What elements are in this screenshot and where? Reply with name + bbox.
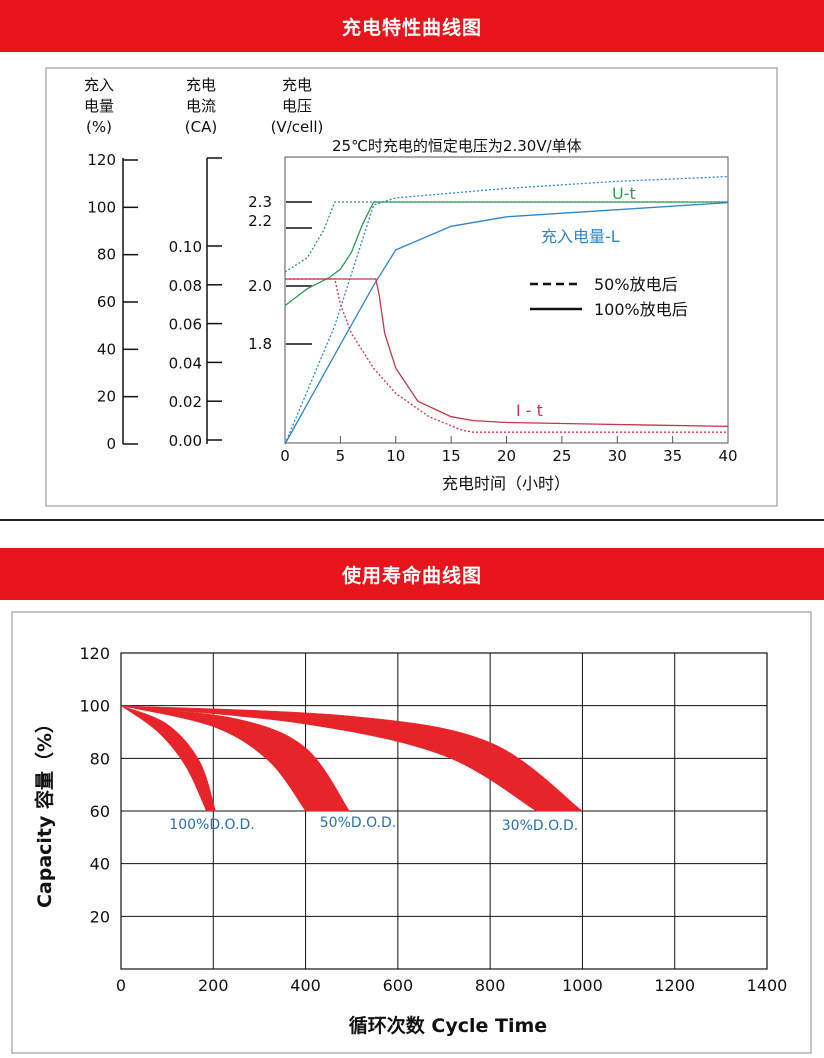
- band-label: 50%D.O.D.: [320, 815, 396, 831]
- y-axis-tick-label: 40: [90, 855, 110, 874]
- current-axis-tick-label: 0.06: [169, 316, 202, 334]
- axis1-label-line: 充入: [84, 76, 114, 94]
- capacity-axis-tick-label: 20: [97, 388, 116, 406]
- voltage-axis-tick-label: 2.2: [248, 212, 272, 230]
- x-axis-title: 充电时间（小时）: [442, 474, 570, 493]
- band-2: [120, 705, 350, 812]
- capacity-axis-tick-label: 40: [97, 340, 116, 358]
- band-label: 100%D.O.D.: [169, 817, 254, 833]
- x-axis-tick-label: 600: [383, 976, 414, 995]
- section1-bottom-rule: [0, 519, 824, 521]
- capacity-axis-tick-label: 80: [97, 246, 116, 264]
- current-axis-tick-label: 0.10: [169, 238, 202, 256]
- axis2-label-line: (CA): [185, 118, 217, 136]
- y-axis-tick-label: 100: [79, 697, 110, 716]
- x-axis-tick-label: 200: [198, 976, 229, 995]
- voltage-axis-tick-label: 2.3: [248, 193, 272, 211]
- x-axis-title: 循环次数 Cycle Time: [349, 1014, 547, 1037]
- series-label-voltage: U-t: [612, 184, 636, 203]
- x-axis-tick-label: 15: [442, 447, 461, 465]
- series-voltage-solid-line: [284, 201, 728, 307]
- voltage-axis-tick-label: 1.8: [248, 335, 272, 353]
- x-axis-tick-label: 35: [663, 447, 682, 465]
- axis3-label-line: (V/cell): [271, 118, 324, 136]
- x-axis-tick-label: 5: [336, 447, 346, 465]
- capacity-axis-tick-label: 0: [106, 435, 116, 453]
- band-label: 30%D.O.D.: [502, 818, 578, 834]
- x-axis-tick-label: 10: [386, 447, 405, 465]
- y-axis-tick-label: 60: [90, 802, 110, 821]
- voltage-axis-tick-label: 2.0: [248, 277, 272, 295]
- x-axis-tick-label: 40: [718, 447, 737, 465]
- legend-label: 50%放电后: [594, 275, 678, 294]
- cycle-life-chart: 0 200 400 600 800 1000 1200 1400 120 100 80 60 40 20 1…: [11, 611, 812, 1054]
- section1-banner: 充电特性曲线图: [0, 0, 824, 52]
- capacity-axis-tick-label: 120: [87, 151, 116, 169]
- series-label-current: I - t: [516, 401, 543, 420]
- x-axis-tick-label: 0: [116, 976, 126, 995]
- current-axis-tick-label: 0.00: [169, 432, 202, 450]
- x-axis-tick-label: 800: [475, 976, 506, 995]
- current-axis-tick-label: 0.02: [169, 393, 202, 411]
- series-current-dashed-line: [285, 278, 728, 433]
- axis3-label-line: 充电: [282, 76, 312, 94]
- band-3: [120, 705, 584, 812]
- legend-label: 100%放电后: [594, 300, 688, 319]
- x-axis-tick-label: 25: [552, 447, 571, 465]
- section2-title: 使用寿命曲线图: [341, 564, 482, 587]
- y-axis-tick-label: 120: [79, 644, 110, 663]
- x-axis-tick-label: 30: [608, 447, 627, 465]
- axis2-label-line: 充电: [186, 76, 216, 94]
- series-current-solid-line: [285, 278, 729, 428]
- x-axis-tick-label: 1000: [562, 976, 603, 995]
- series-label-capacity: 充入电量-L: [541, 227, 620, 246]
- x-axis-tick-label: 400: [290, 976, 321, 995]
- chart1-title: 25℃时充电的恒定电压为2.30V/单体: [332, 137, 582, 155]
- axis2-label-line: 电流: [186, 97, 216, 115]
- x-axis-tick-label: 20: [497, 447, 516, 465]
- section1-title: 充电特性曲线图: [341, 16, 482, 39]
- current-axis-tick-label: 0.04: [169, 354, 202, 372]
- series-capacity-solid-line: [284, 201, 729, 445]
- x-axis-tick-label: 1200: [654, 976, 695, 995]
- band-1: [120, 705, 216, 812]
- section2-banner: 使用寿命曲线图: [0, 548, 824, 600]
- y-axis-tick-label: 80: [90, 749, 110, 768]
- chart1-frame: [45, 67, 778, 507]
- axis3-label-line: 电压: [282, 97, 312, 115]
- y-axis-title: Capacity 容量（%）: [33, 714, 56, 908]
- x-axis-tick-label: 0: [280, 447, 290, 465]
- capacity-axis-tick-label: 60: [97, 293, 116, 311]
- x-axis-tick-label: 1400: [747, 976, 788, 995]
- y-axis-tick-label: 20: [90, 907, 110, 926]
- axis1-label-line: (%): [86, 118, 112, 136]
- series-capacity-dashed-line: [284, 175, 729, 445]
- current-axis-tick-label: 0.08: [169, 277, 202, 295]
- axis1-label-line: 电量: [84, 97, 114, 115]
- capacity-axis-tick-label: 100: [87, 198, 116, 216]
